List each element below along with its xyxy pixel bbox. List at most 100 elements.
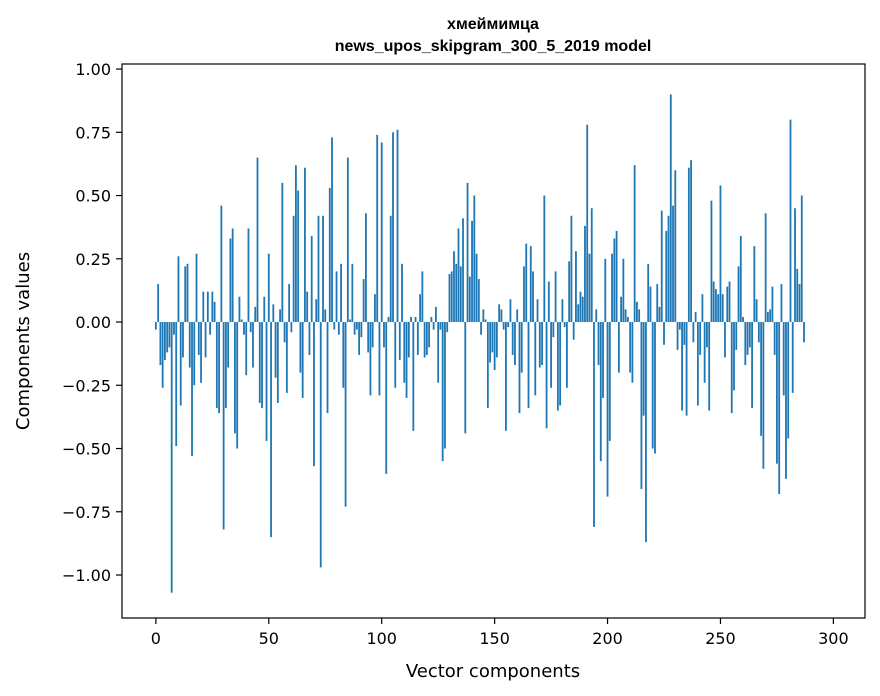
bar <box>694 311 697 323</box>
bar <box>285 322 288 393</box>
x-axis-ticks: 0 50 100 150 200 250 300 <box>151 618 849 648</box>
bar <box>642 322 645 416</box>
bar <box>678 322 681 330</box>
bar <box>170 322 173 593</box>
bar <box>545 322 548 429</box>
bar <box>182 322 184 358</box>
bar <box>726 286 729 323</box>
bar <box>556 322 559 411</box>
bar <box>527 322 530 409</box>
bar <box>602 322 604 398</box>
bar <box>227 322 230 368</box>
bar <box>514 322 516 366</box>
bar <box>532 271 534 323</box>
bar <box>292 215 295 323</box>
bar <box>220 205 223 323</box>
bar <box>486 322 489 409</box>
x-tick-label: 200 <box>592 629 623 648</box>
bar <box>798 284 801 323</box>
bar <box>708 322 711 411</box>
bar <box>204 322 207 358</box>
y-axis-ticks: −1.00 −0.75 −0.50 −0.25 0.00 0.25 0.50 0.75 1.00 <box>62 60 122 585</box>
bar <box>730 322 733 414</box>
bar <box>428 322 431 348</box>
bar <box>509 299 512 323</box>
bar <box>173 322 175 335</box>
bar <box>660 210 663 323</box>
bar <box>507 322 510 328</box>
bar <box>254 306 257 323</box>
bar <box>563 322 566 328</box>
x-tick-label: 0 <box>151 629 161 648</box>
bar <box>803 322 805 343</box>
bar <box>717 294 720 323</box>
bar <box>195 253 198 323</box>
bar <box>324 309 327 323</box>
bars-group <box>154 94 805 593</box>
bar <box>412 322 415 431</box>
bar <box>256 157 259 323</box>
bar <box>365 213 367 323</box>
bar <box>331 137 333 323</box>
bar <box>518 322 521 414</box>
bar <box>493 322 496 371</box>
y-axis-label: Components values <box>13 252 34 430</box>
bar <box>315 299 318 323</box>
bar <box>378 322 381 396</box>
bar <box>579 291 582 323</box>
y-tick-label: −0.75 <box>62 503 111 522</box>
bar <box>243 322 245 335</box>
bar <box>279 309 281 323</box>
bar <box>491 322 494 353</box>
bar <box>746 322 749 355</box>
bar <box>267 253 270 323</box>
bar <box>669 94 672 323</box>
bar <box>265 322 268 441</box>
bar <box>392 132 394 323</box>
bar <box>231 228 234 323</box>
bar <box>389 215 392 323</box>
bar <box>168 322 171 348</box>
bar <box>261 322 263 409</box>
plot-frame <box>121 63 866 619</box>
bar <box>313 322 315 467</box>
bar <box>272 304 275 323</box>
bar <box>403 322 406 383</box>
bar <box>728 281 731 323</box>
bar <box>791 322 794 393</box>
bar <box>500 309 503 323</box>
bar <box>699 322 702 355</box>
bar <box>421 271 424 323</box>
bar <box>351 263 354 323</box>
bar <box>706 322 708 348</box>
bar <box>613 238 616 323</box>
y-tick-label: −1.00 <box>62 566 111 585</box>
bar <box>785 322 787 479</box>
bar <box>288 284 291 323</box>
bar <box>620 296 622 323</box>
bar <box>690 160 693 323</box>
bar <box>317 215 320 323</box>
bar <box>649 286 652 323</box>
bar <box>328 187 331 323</box>
bar <box>572 322 575 340</box>
bar <box>480 322 482 335</box>
bar <box>396 129 399 323</box>
bar <box>464 322 467 434</box>
bar <box>455 263 458 323</box>
bar <box>213 301 216 323</box>
bar <box>215 322 218 409</box>
bar <box>283 322 286 343</box>
bar <box>238 296 241 323</box>
bar <box>462 218 464 323</box>
bar <box>301 322 304 398</box>
bar <box>789 119 792 323</box>
bar <box>561 299 564 323</box>
bar <box>430 316 433 323</box>
y-tick-label: −0.25 <box>62 376 111 395</box>
bar <box>696 322 699 406</box>
bar <box>590 208 593 323</box>
bar <box>692 322 695 343</box>
bar <box>751 322 753 409</box>
